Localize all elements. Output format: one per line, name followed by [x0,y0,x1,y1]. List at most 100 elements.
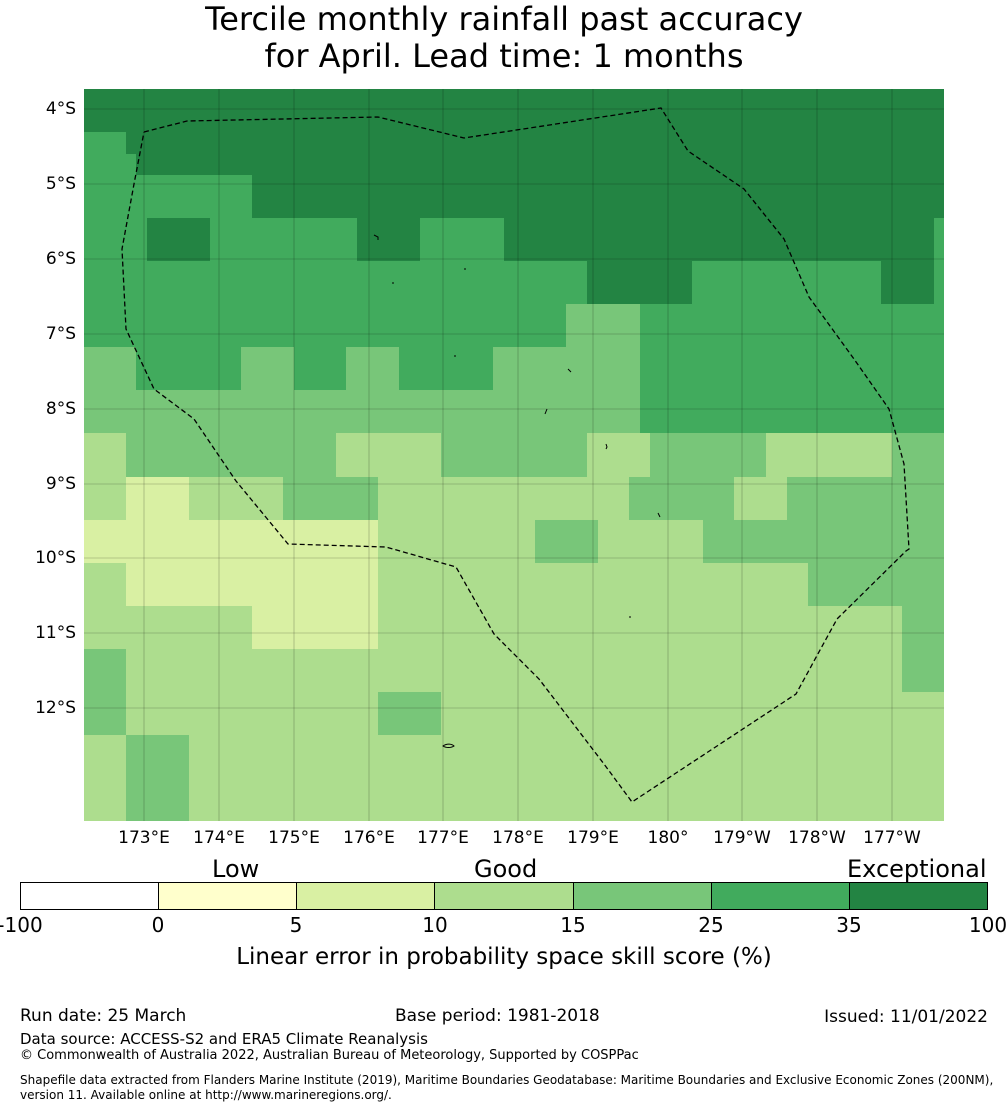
grid-cell [566,326,641,348]
grid-cell [126,778,190,800]
longitude-label: 178°E [492,828,544,848]
colorbar-tick-label: 10 [422,913,448,937]
grid-cell [378,498,630,521]
base-period: Base period: 1981-2018 [395,1006,600,1026]
grid-cell [629,498,735,521]
colorbar-category-good: Good [474,855,538,883]
grid-cell [241,347,295,370]
grid-cell [881,283,935,305]
grid-cell [902,627,944,650]
grid-cell [441,455,588,478]
grid-cell [84,89,944,112]
colorbar-segment [573,883,712,909]
graticule-lines [84,89,944,821]
grid-cell [640,347,944,370]
longitude-label: 177°E [417,828,469,848]
grid-cell [126,132,944,155]
grid-cell [378,692,442,714]
grid-cell [84,218,148,241]
latitude-label: 12°S [35,698,76,718]
grid-cell [703,541,944,564]
grid-cell [934,283,944,305]
colorbar-segment [159,883,298,909]
grid-cell [493,369,641,391]
grid-cell [136,347,242,370]
grid-cell [189,778,944,800]
grid-cell [766,433,893,456]
colorbar-segment [21,883,160,909]
grid-cell [294,347,347,370]
island-outline [567,368,572,373]
grid-cell [84,304,567,327]
grid-cell [147,218,211,241]
grid-cell [136,154,944,176]
colorbar-tick-label: 100 [968,913,1008,937]
grid-cell [252,197,944,219]
grid-cell [84,283,588,305]
grid-cell [84,412,641,434]
grid-cell [189,799,944,821]
island-outline [605,443,608,450]
grid-cell [420,240,505,262]
grid-cell [84,154,137,176]
grid-cell [252,627,379,650]
grid-cell [346,347,400,370]
grid-cell [84,111,944,133]
grid-cell [420,218,505,241]
grid-cell [378,606,903,628]
grid-cell [808,584,944,607]
grid-cell [734,498,788,521]
grid-cell [357,240,421,262]
longitude-label: 176°E [343,828,395,848]
grid-cell [84,369,137,391]
grid-cell [84,627,253,650]
island-outline [657,512,661,518]
grid-cell [126,799,190,821]
grid-cell [84,261,588,284]
grid-cell [703,520,944,542]
grid-cell [598,520,704,542]
colorbar-tick-label: 15 [560,913,586,937]
grid-cell [692,283,882,305]
map-title-line-2: for April. Lead time: 1 months [264,37,744,75]
grid-cell [566,304,641,327]
grid-cell [378,520,536,542]
island-outline [544,408,548,415]
grid-cell [587,261,693,284]
grid-cell [650,455,767,478]
grid-cell [84,197,253,219]
map-title-line-1: Tercile monthly rainfall past accuracy [205,0,803,38]
latitude-label: 10°S [35,548,76,568]
grid-cell [84,541,379,564]
longitude-label: 178°W [788,828,846,848]
colorbar-segment [711,883,850,909]
grid-cell [378,584,809,607]
grid-cell [126,584,379,607]
grid-cell [126,455,337,478]
colorbar-segment [849,883,987,909]
grid-cell [892,433,944,456]
grid-cell [378,563,809,585]
colorbar-segment [297,883,436,909]
colorbar-category-exceptional: Exceptional [847,855,987,883]
grid-cell [189,498,284,521]
grid-cell [378,541,536,564]
colorbar-axis-label: Linear error in probability space skill … [236,944,772,970]
grid-cell [84,240,148,262]
grid-cell [892,455,944,478]
latitude-label: 5°S [45,174,76,194]
grid-cell [84,692,127,714]
grid-cell [84,778,127,800]
grid-cell [84,477,127,499]
skill-score-map [84,89,944,821]
grid-cell [126,713,379,736]
longitude-label: 179°E [567,828,619,848]
grid-cell [136,369,242,391]
grid-cell [493,347,641,370]
map-canvas [84,89,944,821]
copyright-notice: © Commonwealth of Australia 2022, Austra… [20,1048,639,1063]
issued-date: Issued: 11/01/2022 [824,1007,988,1027]
grid-cell [336,433,442,456]
grid-cell [126,670,903,693]
grid-cell [84,347,137,370]
